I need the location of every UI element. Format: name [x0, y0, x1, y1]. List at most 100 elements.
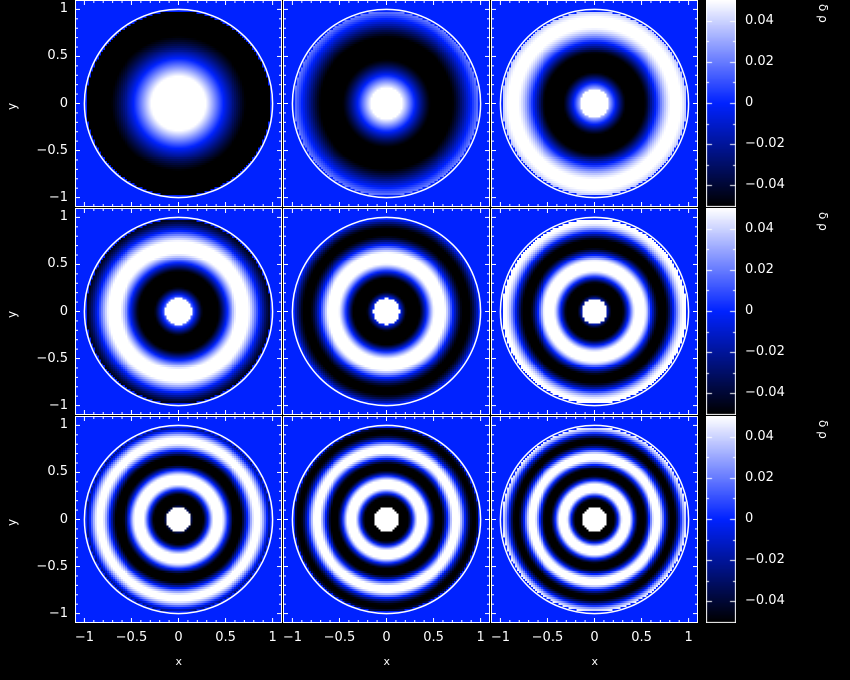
- panel-axes: [491, 416, 698, 623]
- y-tick-label: −1: [48, 605, 68, 621]
- colorbar-tick-label: −0.04: [745, 177, 785, 193]
- x-axis-label: x: [383, 655, 391, 668]
- colorbar-label: δ ρ: [816, 212, 830, 231]
- x-tick-label: −0.5: [323, 630, 356, 645]
- x-tick-label: 0: [590, 630, 599, 645]
- x-tick-label: −1: [490, 630, 510, 645]
- boundary-circle: [499, 8, 690, 199]
- panel-frame: [283, 416, 490, 623]
- colorbar-tick-label: 0.04: [745, 428, 774, 444]
- density-field: [491, 0, 698, 207]
- panel-frame: [283, 208, 490, 415]
- panel-axes: [75, 208, 282, 415]
- boundary-circle: [499, 216, 690, 407]
- y-tick-label: 1: [59, 1, 68, 17]
- colorbar-3: [706, 416, 736, 623]
- x-tick-label: 0.5: [215, 630, 236, 645]
- boundary-circle: [291, 216, 482, 407]
- panel-axes: [75, 0, 282, 207]
- colorbar-gradient: [706, 416, 736, 623]
- x-axis-label: x: [175, 655, 183, 668]
- y-axis-label: y: [5, 102, 19, 110]
- x-axis-label: x: [591, 655, 599, 668]
- heatmap-panel-8: [283, 416, 490, 623]
- y-tick-label: −1: [48, 189, 68, 205]
- x-tick-label: 0.5: [423, 630, 444, 645]
- colorbar-tick-label: 0.02: [745, 261, 774, 277]
- heatmap-panel-5: [283, 208, 490, 415]
- panel-axes: [491, 208, 698, 415]
- y-tick-label: −0.5: [36, 558, 68, 574]
- colorbar-label: δ ρ: [816, 4, 830, 23]
- panel-frame: [75, 416, 282, 623]
- colorbar-tick-label: −0.02: [745, 344, 785, 360]
- colorbar-1: [706, 0, 736, 207]
- panel-axes: [491, 0, 698, 207]
- heatmap-panel-6: [491, 208, 698, 415]
- panel-axes: [75, 416, 282, 623]
- x-tick-label: 0: [382, 630, 391, 645]
- y-tick-label: −0.5: [36, 142, 68, 158]
- heatmap-panel-3: [491, 0, 698, 207]
- y-axis-label: y: [5, 518, 19, 526]
- x-tick-label: 1: [476, 630, 485, 645]
- y-tick-label: −0.5: [36, 350, 68, 366]
- density-field: [491, 416, 698, 623]
- density-field: [75, 0, 282, 207]
- density-field: [283, 0, 490, 207]
- colorbar-tick-label: −0.04: [745, 593, 785, 609]
- heatmap-panel-2: [283, 0, 490, 207]
- panel-axes: [283, 0, 490, 207]
- colorbar-tick-label: 0.02: [745, 53, 774, 69]
- panel-frame: [75, 0, 282, 207]
- boundary-circle: [83, 216, 274, 407]
- colorbar-gradient: [706, 0, 736, 207]
- y-tick-label: −1: [48, 397, 68, 413]
- colorbar-label: δ ρ: [816, 420, 830, 439]
- x-tick-label: −0.5: [531, 630, 564, 645]
- boundary-circle: [291, 8, 482, 199]
- colorbar-tick-label: −0.02: [745, 136, 785, 152]
- heatmap-panel-4: [75, 208, 282, 415]
- panel-frame: [75, 208, 282, 415]
- heatmap-panel-7: [75, 416, 282, 623]
- x-tick-label: 0: [174, 630, 183, 645]
- colorbar-tick-label: 0.04: [745, 12, 774, 28]
- colorbar-tick-label: 0: [745, 95, 754, 110]
- x-tick-label: −0.5: [115, 630, 148, 645]
- panel-frame: [491, 0, 698, 207]
- panel-frame: [491, 416, 698, 623]
- colorbar-tick-label: 0: [745, 303, 754, 318]
- x-tick-label: 0.5: [631, 630, 652, 645]
- x-tick-label: 1: [268, 630, 277, 645]
- x-tick-label: −1: [74, 630, 94, 645]
- x-tick-label: 1: [684, 630, 693, 645]
- y-tick-label: 0: [59, 511, 68, 527]
- density-field: [283, 208, 490, 415]
- y-tick-label: 0.5: [47, 256, 68, 272]
- panel-frame: [491, 208, 698, 415]
- colorbar-tick-label: 0.02: [745, 469, 774, 485]
- y-tick-label: 1: [59, 417, 68, 433]
- density-field: [283, 416, 490, 623]
- boundary-circle: [83, 424, 274, 615]
- colorbar-2: [706, 208, 736, 415]
- boundary-circle: [291, 424, 482, 615]
- colorbar-tick-label: −0.04: [745, 385, 785, 401]
- boundary-circle: [499, 424, 690, 615]
- y-tick-label: 0.5: [47, 48, 68, 64]
- y-tick-label: 0: [59, 95, 68, 111]
- heatmap-panel-9: [491, 416, 698, 623]
- panel-frame: [283, 0, 490, 207]
- colorbar-tick-label: 0.04: [745, 220, 774, 236]
- colorbar-tick-label: −0.02: [745, 552, 785, 568]
- y-tick-label: 0: [59, 303, 68, 319]
- y-tick-label: 0.5: [47, 464, 68, 480]
- colorbar-tick-label: 0: [745, 511, 754, 526]
- density-field: [75, 416, 282, 623]
- heatmap-panel-1: [75, 0, 282, 207]
- panel-axes: [283, 208, 490, 415]
- y-tick-label: 1: [59, 209, 68, 225]
- boundary-circle: [83, 8, 274, 199]
- density-field: [75, 208, 282, 415]
